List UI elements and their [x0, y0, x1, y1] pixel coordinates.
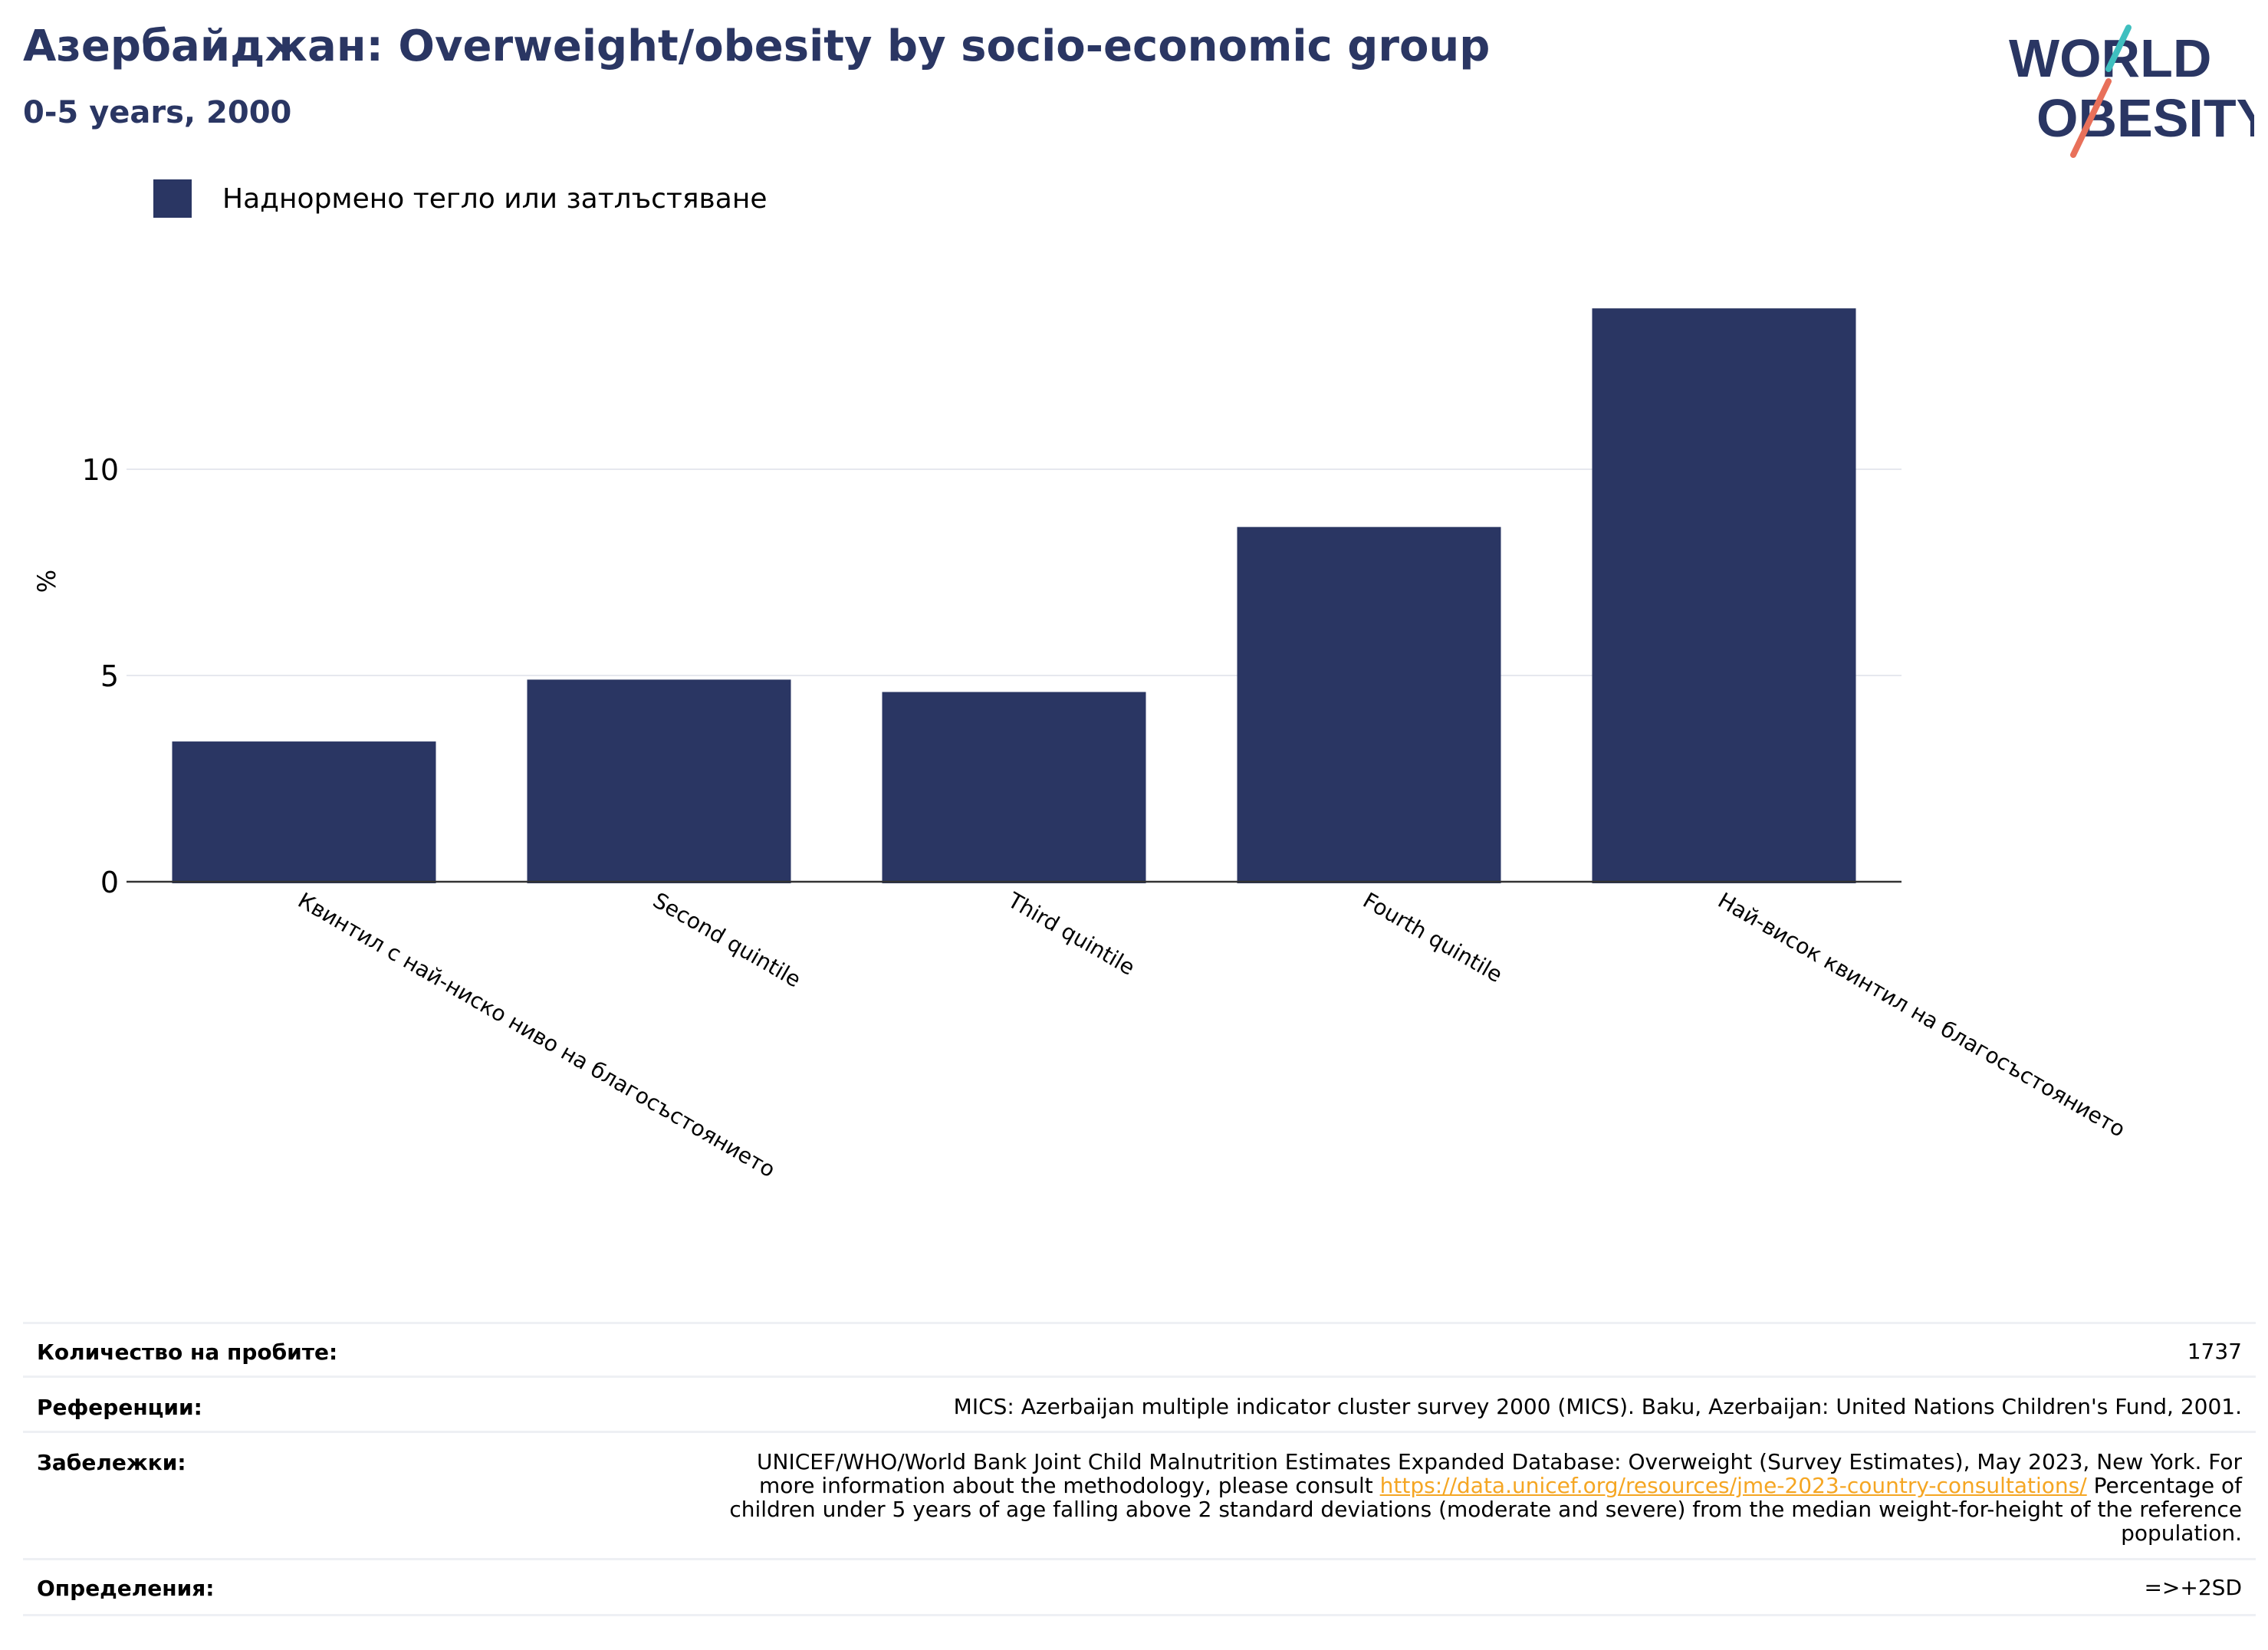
world-obesity-logo: WORLD OBESITY: [2009, 25, 2254, 158]
logo-slash-teal: [2105, 25, 2132, 72]
x-tick-label: Най-висок квинтил на благосъстоянието: [1714, 887, 2129, 1142]
methodology-link[interactable]: https://data.unicef.org/resources/jme-20…: [1379, 1473, 2087, 1498]
logo-slash-coral: [2070, 78, 2112, 158]
notes-row: Забележки: UNICEF/WHO/World Bank Joint C…: [23, 1431, 2256, 1560]
notes-line-1: UNICEF/WHO/World Bank Joint Child Malnut…: [757, 1449, 2242, 1474]
y-tick-label: 10: [82, 453, 119, 487]
y-tick-label: 0: [100, 866, 119, 899]
x-tick-label: Fourth quintile: [1359, 887, 1507, 988]
bar: [172, 741, 436, 883]
legend-label: Наднормено тегло или затлъстяване: [222, 182, 768, 215]
chart-subtitle: 0-5 years, 2000: [23, 95, 292, 130]
notes-value: UNICEF/WHO/World Bank Joint Child Malnut…: [402, 1450, 2242, 1545]
y-axis-label: %: [32, 570, 61, 593]
chart-title: Азербайджан: Overweight/obesity by socio…: [23, 21, 1491, 71]
notes-line-3: children under 5 years of age falling ab…: [729, 1497, 2242, 1522]
logo-line2: OBESITY: [2036, 88, 2254, 148]
definitions-row: Определения: =>+2SD: [23, 1558, 2256, 1616]
references-row: Референции: MICS: Azerbaijan multiple in…: [23, 1376, 2256, 1433]
definitions-label: Определения:: [37, 1576, 215, 1601]
bar: [1237, 527, 1501, 883]
definitions-value: =>+2SD: [2144, 1575, 2242, 1600]
notes-line-2: more information about the methodology, …: [402, 1474, 2242, 1497]
x-tick-label: Second quintile: [649, 887, 805, 992]
logo-line1: WORLD: [2009, 28, 2211, 88]
references-value: MICS: Azerbaijan multiple indicator clus…: [953, 1394, 2242, 1419]
notes-label: Забележки:: [37, 1450, 186, 1475]
bar: [527, 679, 791, 883]
notes-post-link: Percentage of: [2086, 1473, 2242, 1498]
references-label: Референции:: [37, 1395, 202, 1420]
sample-size-value: 1737: [2187, 1339, 2242, 1364]
x-tick-label: Third quintile: [1003, 887, 1139, 981]
notes-pre-link: more information about the methodology, …: [758, 1473, 1380, 1498]
sample-size-row: Количество на пробите: 1737: [23, 1322, 2256, 1378]
chart-legend[interactable]: Наднормено тегло или затлъстяване: [153, 179, 768, 218]
y-tick-label: 5: [100, 659, 119, 693]
bar: [882, 692, 1146, 883]
notes-line-4: population.: [2121, 1520, 2242, 1546]
sample-size-label: Количество на пробите:: [37, 1339, 338, 1365]
bar: [1592, 308, 1856, 883]
legend-swatch: [153, 179, 192, 218]
